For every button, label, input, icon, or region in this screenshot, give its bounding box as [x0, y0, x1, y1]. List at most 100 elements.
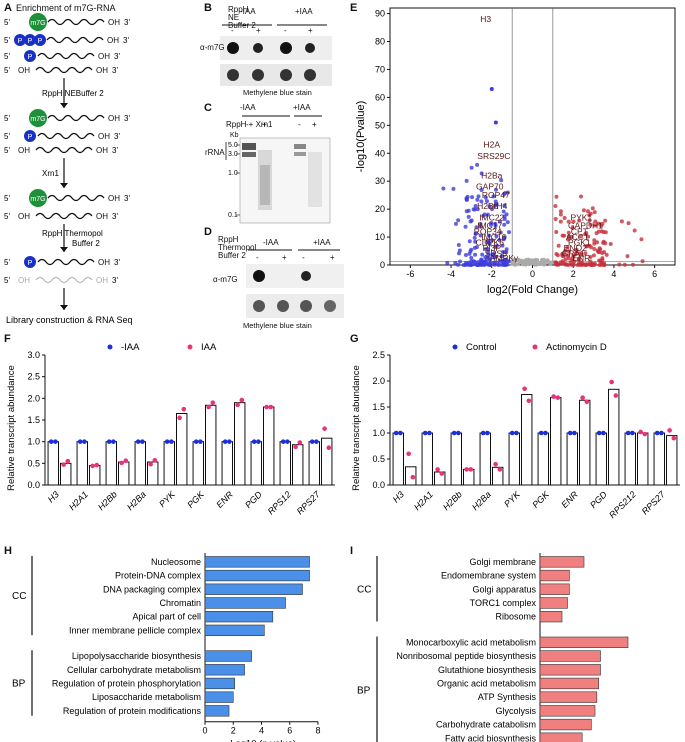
treated-point	[239, 397, 245, 403]
phosphate-text: P	[28, 38, 33, 45]
up-point	[558, 212, 563, 217]
gene-label: CPT	[571, 226, 588, 236]
control-point	[256, 439, 261, 444]
y-tick-label: 10	[375, 232, 385, 242]
treated-point	[555, 395, 561, 400]
c-tick-3: 3.0	[228, 151, 238, 158]
treated-point	[435, 467, 440, 472]
down-point	[489, 87, 494, 92]
control-point	[251, 439, 257, 444]
oh-5-label: OH	[18, 146, 30, 155]
go-bar	[204, 556, 310, 568]
up-point	[589, 245, 594, 250]
down-point	[478, 224, 483, 229]
go-bar	[204, 569, 310, 582]
panel-b-ne: NE	[228, 13, 240, 22]
down-point	[488, 262, 493, 267]
phosphate-text: P	[28, 134, 33, 141]
panel-a-schematic: 5' m7G OH 3'5' P P P OH 3'5' P OH 3'5' OH OH 3'5' m7G OH…	[4, 13, 133, 325]
up-point	[563, 257, 568, 262]
y-axis-label: Relative transcript abundance	[351, 365, 362, 491]
up-point	[553, 260, 558, 265]
up-point	[625, 254, 630, 259]
a-five-prime: 5'	[4, 194, 10, 203]
gene-label: ROP34	[474, 226, 502, 236]
y-tick-label: 0.0	[372, 480, 385, 490]
control-point	[222, 439, 228, 444]
gene-label: GAPDH1	[568, 221, 603, 231]
m7g-cap-icon	[29, 13, 47, 31]
d-p2: +	[330, 253, 335, 262]
treated-point	[148, 461, 153, 467]
down-point	[493, 223, 498, 228]
ns-point	[511, 261, 516, 266]
c-minus-iaa: -IAA	[240, 103, 256, 112]
panel-label-i: I	[350, 545, 354, 557]
go-bar	[204, 677, 235, 690]
a-five-prime: 5'	[4, 18, 10, 27]
go-term-label: Apical part of cell	[132, 612, 201, 622]
up-point	[583, 232, 588, 237]
y-tick-label: 40	[375, 148, 385, 158]
bar-control	[47, 441, 60, 486]
category-label: H2A1	[412, 489, 435, 512]
y-tick-label: 0.0	[27, 480, 40, 490]
oh-3-label: OH	[96, 212, 108, 221]
a-five-prime: 5'	[4, 52, 10, 61]
go-bar	[204, 691, 234, 703]
a-three-prime: 3'	[112, 146, 118, 155]
down-point	[484, 240, 489, 245]
ns-point	[519, 260, 523, 265]
down-point	[466, 214, 471, 219]
d-thermopol: Thermopol	[218, 243, 257, 252]
bar-treated	[205, 404, 217, 486]
up-point	[581, 208, 586, 213]
gene-label: GRA1	[562, 249, 585, 259]
x-tick-label: 8	[315, 726, 320, 736]
up-point	[632, 228, 637, 233]
category-label: PGK	[185, 489, 206, 510]
control-point	[48, 439, 54, 444]
category-label: PGD	[588, 489, 609, 510]
treated-point	[123, 458, 129, 464]
b-dot-4	[305, 43, 315, 53]
up-point	[639, 237, 644, 242]
down-point	[490, 207, 495, 212]
d-minus-iaa: -IAA	[263, 238, 279, 247]
bar-control	[279, 441, 291, 486]
bar-treated	[147, 461, 159, 486]
down-point	[501, 262, 506, 267]
treated-point	[322, 426, 327, 431]
down-point	[464, 196, 469, 201]
y-axis-label: Relative transcript abundance	[6, 365, 17, 491]
down-point	[479, 257, 484, 262]
a-three-prime: 3'	[124, 194, 130, 203]
control-point	[630, 430, 635, 436]
up-point	[553, 204, 558, 209]
go-term-label: Lipopolysaccharide biosynthesis	[72, 651, 202, 661]
d-stain-2	[277, 300, 289, 312]
bar-treated	[89, 465, 101, 486]
d-m1: -	[256, 253, 259, 262]
a-three-prime: 3'	[114, 132, 120, 141]
control-point	[314, 439, 319, 444]
ns-point	[545, 258, 550, 263]
up-point	[596, 250, 601, 255]
b-m2: -	[284, 26, 287, 35]
x-tick-label: -4	[447, 269, 455, 279]
go-bar	[539, 705, 596, 717]
down-point	[475, 207, 480, 212]
c-tick-5: 5.0	[228, 142, 238, 149]
gene-label: IMC17	[477, 221, 502, 231]
bar-control	[450, 432, 462, 486]
up-point	[592, 223, 597, 228]
rna-strand	[35, 146, 93, 154]
up-point	[588, 254, 593, 259]
control-point	[164, 439, 170, 444]
oh-3-label: OH	[98, 258, 110, 267]
down-point	[467, 239, 472, 244]
category-label: H3	[46, 489, 61, 504]
control-point	[485, 430, 490, 436]
x-tick-label: 6	[287, 726, 292, 736]
up-point	[597, 258, 602, 263]
